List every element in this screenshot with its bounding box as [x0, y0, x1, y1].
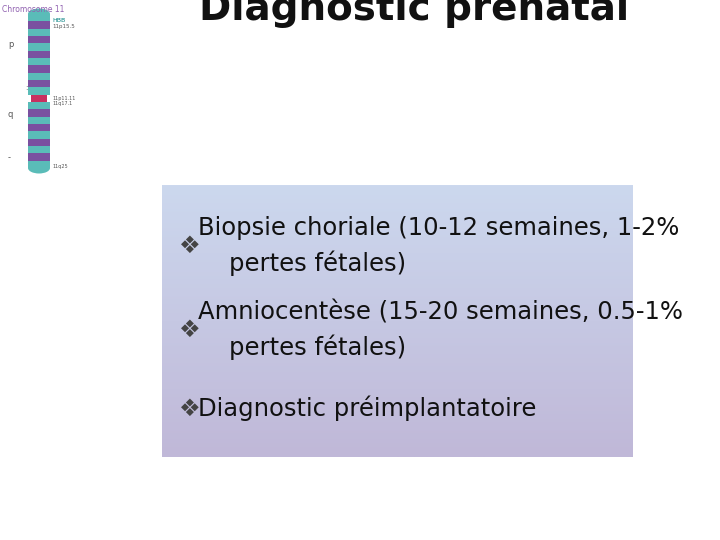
Bar: [28, 146, 50, 153]
Text: HBB: HBB: [52, 18, 66, 23]
Text: q: q: [8, 110, 14, 119]
Bar: [28, 102, 50, 109]
Text: ❖: ❖: [179, 234, 201, 258]
Bar: [28, 161, 50, 168]
Bar: [28, 14, 50, 22]
Text: ❖: ❖: [179, 318, 201, 342]
Bar: [28, 117, 50, 124]
Text: ❖: ❖: [179, 397, 201, 421]
Text: :: :: [25, 85, 27, 91]
FancyBboxPatch shape: [31, 94, 47, 102]
Bar: [28, 124, 50, 131]
Text: p: p: [8, 40, 14, 49]
Bar: [28, 73, 50, 80]
Bar: [28, 29, 50, 36]
Bar: [28, 22, 50, 29]
Bar: [28, 43, 50, 51]
Bar: [28, 80, 50, 87]
Text: Chromosome 11: Chromosome 11: [2, 5, 64, 14]
Ellipse shape: [28, 163, 50, 173]
Ellipse shape: [28, 9, 50, 19]
Bar: [28, 65, 50, 73]
Bar: [28, 51, 50, 58]
Bar: [28, 58, 50, 65]
Text: Amniocentèse (15-20 semaines, 0.5-1%
    pertes fétales): Amniocentèse (15-20 semaines, 0.5-1% per…: [198, 300, 683, 360]
Bar: [28, 36, 50, 43]
Text: Biopsie choriale (10-12 semaines, 1-2%
    pertes fétales): Biopsie choriale (10-12 semaines, 1-2% p…: [198, 216, 679, 276]
Bar: [28, 109, 50, 117]
Bar: [28, 131, 50, 139]
Text: -: -: [8, 153, 11, 161]
Bar: [28, 153, 50, 161]
Text: 11p11.11
11q17.1: 11p11.11 11q17.1: [52, 96, 76, 106]
Bar: [28, 87, 50, 94]
Bar: [28, 139, 50, 146]
Text: Diagnostic prénatal: Diagnostic prénatal: [199, 0, 629, 29]
Text: 11p15.5: 11p15.5: [52, 24, 75, 29]
Text: 11q25: 11q25: [52, 164, 68, 169]
Text: Diagnostic préimplantatoire: Diagnostic préimplantatoire: [198, 396, 536, 421]
